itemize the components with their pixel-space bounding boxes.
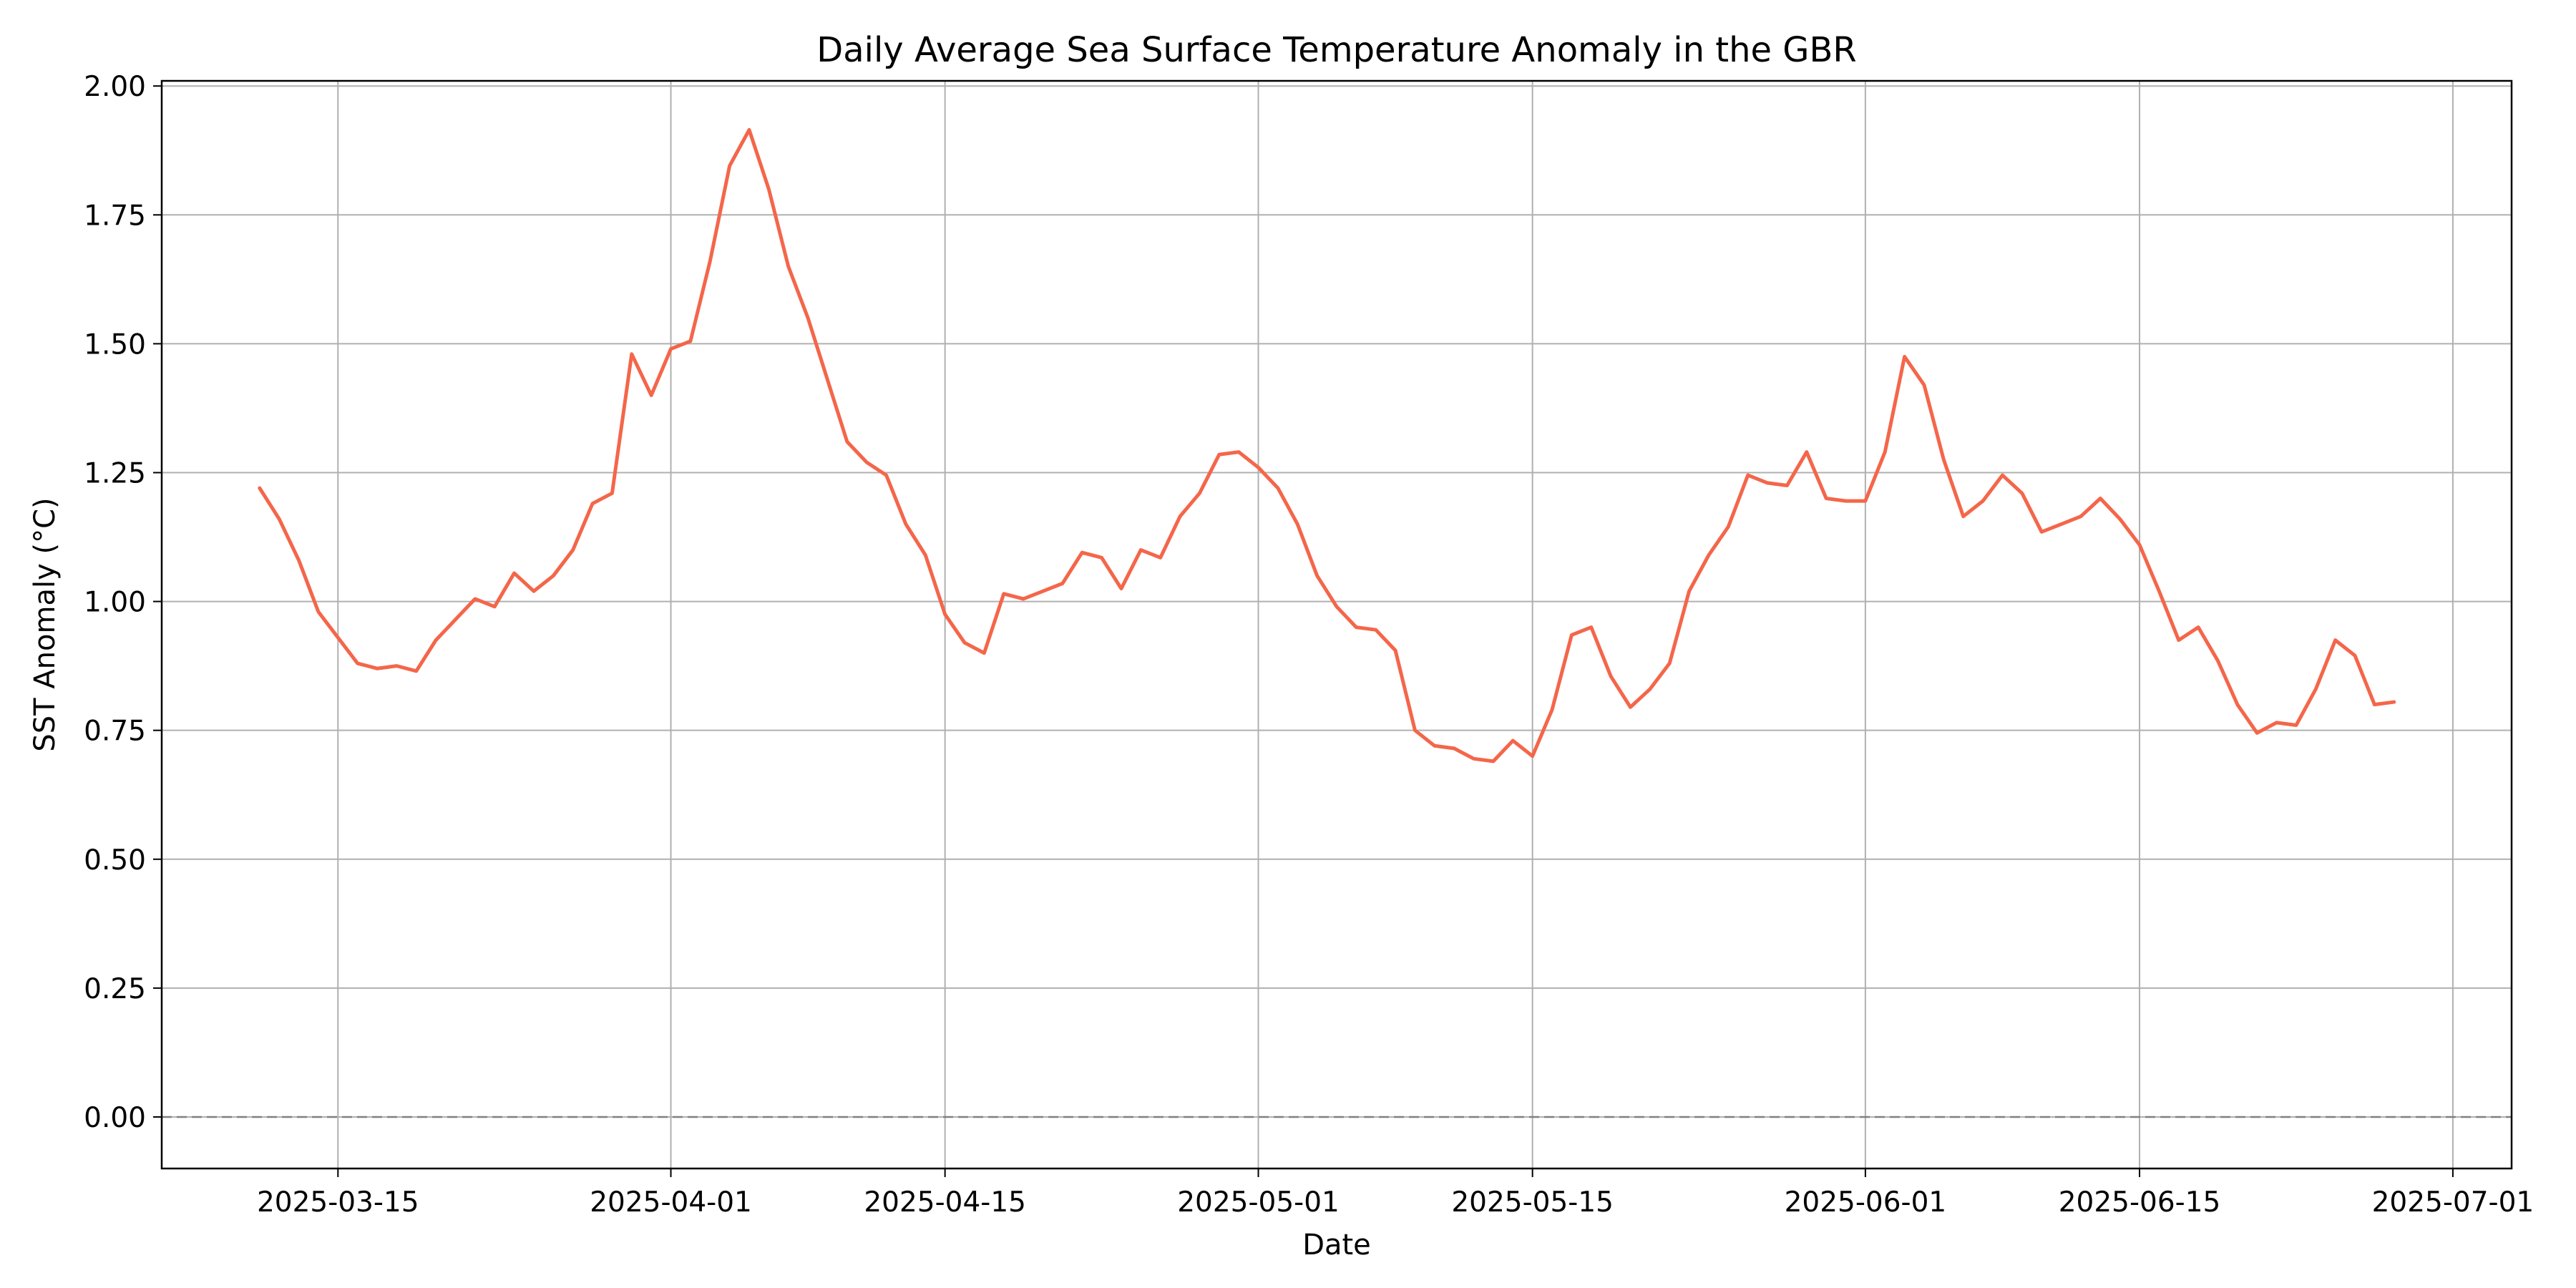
y-tick-label: 2.00 [84, 71, 146, 103]
y-tick-label: 1.25 [84, 457, 146, 489]
x-tick-label: 2025-04-01 [590, 1186, 752, 1219]
x-tick-label: 2025-04-15 [864, 1186, 1026, 1219]
y-tick-label: 0.25 [84, 973, 146, 1005]
y-tick-label: 0.50 [84, 844, 146, 877]
y-tick-label: 1.50 [84, 328, 146, 361]
x-axis-label: Date [1302, 1229, 1371, 1262]
y-tick-label: 1.75 [84, 200, 146, 232]
chart-title: Daily Average Sea Surface Temperature An… [816, 30, 1857, 70]
series-line-sst-anomaly [258, 127, 2396, 763]
grid-layer [162, 81, 2512, 1169]
x-tick-label: 2025-03-15 [257, 1186, 419, 1219]
y-axis-label: SST Anomaly (°C) [29, 497, 62, 751]
plot-background [162, 81, 2512, 1169]
x-tick-label: 2025-05-15 [1451, 1186, 1614, 1219]
y-tick-label: 0.00 [84, 1102, 146, 1134]
x-tick-label: 2025-05-01 [1177, 1186, 1340, 1219]
tick-layer: 0.00 0.25 0.50 0.75 1.00 1.25 1.50 1.75 2.00 2025… [84, 71, 2534, 1219]
x-tick-label: 2025-06-01 [1785, 1186, 1947, 1219]
x-tick-label: 2025-06-15 [2059, 1186, 2221, 1219]
plot-frame [160, 79, 2513, 1170]
series-layer [258, 127, 2396, 763]
y-tick-label: 1.00 [84, 587, 146, 619]
x-tick-label: 2025-07-01 [2372, 1186, 2534, 1219]
y-tick-label: 0.75 [84, 716, 146, 748]
